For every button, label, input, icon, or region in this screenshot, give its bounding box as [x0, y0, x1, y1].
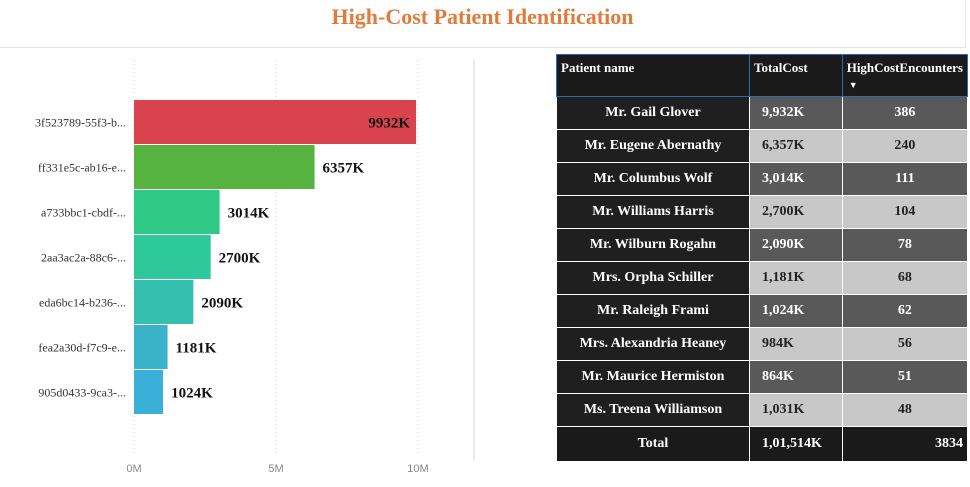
total-encounters: 3834 — [841, 426, 969, 462]
cell-patient-name: Mr. Eugene Abernathy — [556, 129, 750, 163]
table-row[interactable]: Mrs. Orpha Schiller 1,181K 68 — [556, 261, 969, 295]
category-label: 905d0433-9ca3-... — [38, 386, 126, 400]
cell-total-cost: 9,932K — [748, 96, 843, 130]
bar[interactable] — [134, 235, 211, 279]
cell-patient-name: Mr. Gail Glover — [556, 96, 750, 130]
sort-desc-icon: ▼ — [848, 80, 858, 90]
table-body: Mr. Gail Glover 9,932K 386 Mr. Eugene Abern… — [556, 96, 969, 427]
bar[interactable] — [134, 280, 194, 324]
cell-patient-name: Mr. Columbus Wolf — [556, 162, 750, 196]
header-total-cost[interactable]: TotalCost — [748, 54, 843, 97]
table-row[interactable]: Mrs. Alexandria Heaney 984K 56 — [556, 327, 969, 361]
bar[interactable] — [134, 370, 164, 414]
category-label: ff331e5c-ab16-e... — [38, 161, 126, 175]
table-row[interactable]: Mr. Eugene Abernathy 6,357K 240 — [556, 129, 969, 163]
table-row[interactable]: Mr. Columbus Wolf 3,014K 111 — [556, 162, 969, 196]
cell-high-cost-encounters: 48 — [841, 393, 969, 427]
cell-high-cost-encounters: 62 — [841, 294, 969, 328]
cell-total-cost: 2,700K — [748, 195, 843, 229]
table-row[interactable]: Mr. Gail Glover 9,932K 386 — [556, 96, 969, 130]
table-row[interactable]: Mr. Wilburn Rogahn 2,090K 78 — [556, 228, 969, 262]
chart-scrollbar[interactable] — [473, 60, 481, 460]
data-label: 1024K — [171, 386, 213, 402]
cell-patient-name: Mr. Williams Harris — [556, 195, 750, 229]
category-label: 3f523789-55f3-b... — [35, 116, 126, 130]
bar[interactable] — [134, 100, 417, 144]
header-high-cost-encounters-label: HighCostEncounters — [846, 60, 963, 75]
category-label: fea2a30d-f7c9-e... — [38, 341, 126, 355]
title-bar: High-Cost Patient Identification — [0, 0, 966, 48]
cell-high-cost-encounters: 56 — [841, 327, 969, 361]
cell-high-cost-encounters: 51 — [841, 360, 969, 394]
data-label: 6357K — [323, 161, 365, 177]
bar-chart[interactable]: 0M 5M 10M 3f523789-55f3-b... 9932K ff331e5c-a… — [0, 48, 555, 487]
cell-high-cost-encounters: 104 — [841, 195, 969, 229]
table-row[interactable]: Mr. Raleigh Frami 1,024K 62 — [556, 294, 969, 328]
total-cost: 1,01,514K — [748, 426, 843, 462]
table-total-row: Total 1,01,514K 3834 — [556, 426, 969, 462]
cell-high-cost-encounters: 240 — [841, 129, 969, 163]
cell-total-cost: 1,024K — [748, 294, 843, 328]
category-label: a733bbc1-cbdf-... — [41, 206, 126, 220]
bar[interactable] — [134, 190, 220, 234]
x-tick-label: 10M — [407, 463, 428, 475]
bar[interactable] — [134, 325, 168, 369]
cell-patient-name: Mr. Maurice Hermiston — [556, 360, 750, 394]
cell-high-cost-encounters: 111 — [841, 162, 969, 196]
category-label: 2aa3ac2a-88c6-... — [41, 251, 126, 265]
data-label: 3014K — [228, 206, 270, 222]
cell-patient-name: Mrs. Alexandria Heaney — [556, 327, 750, 361]
category-label: eda6bc14-b236-... — [39, 296, 126, 310]
data-label: 1181K — [176, 341, 217, 357]
table-row[interactable]: Mr. Maurice Hermiston 864K 51 — [556, 360, 969, 394]
bar[interactable] — [134, 145, 315, 189]
cell-high-cost-encounters: 78 — [841, 228, 969, 262]
cell-high-cost-encounters: 386 — [841, 96, 969, 130]
cell-total-cost: 984K — [748, 327, 843, 361]
table-row[interactable]: Ms. Treena Williamson 1,031K 48 — [556, 393, 969, 427]
cell-patient-name: Mr. Raleigh Frami — [556, 294, 750, 328]
cell-total-cost: 2,090K — [748, 228, 843, 262]
cell-patient-name: Ms. Treena Williamson — [556, 393, 750, 427]
table-row[interactable]: Mr. Williams Harris 2,700K 104 — [556, 195, 969, 229]
table-header-row: Patient name TotalCost HighCostEncounter… — [556, 54, 969, 97]
data-label: 2700K — [219, 251, 261, 267]
cell-total-cost: 864K — [748, 360, 843, 394]
total-label: Total — [556, 426, 750, 462]
page-title: High-Cost Patient Identification — [331, 4, 634, 29]
cell-patient-name: Mrs. Orpha Schiller — [556, 261, 750, 295]
cell-total-cost: 6,357K — [748, 129, 843, 163]
header-high-cost-encounters[interactable]: HighCostEncounters ▼ — [841, 54, 969, 97]
cell-total-cost: 1,031K — [748, 393, 843, 427]
cell-patient-name: Mr. Wilburn Rogahn — [556, 228, 750, 262]
cell-high-cost-encounters: 68 — [841, 261, 969, 295]
cell-total-cost: 3,014K — [748, 162, 843, 196]
cell-total-cost: 1,181K — [748, 261, 843, 295]
x-tick-label: 5M — [268, 463, 283, 475]
patient-table: Patient name TotalCost HighCostEncounter… — [556, 54, 969, 462]
header-patient-name[interactable]: Patient name — [556, 54, 750, 97]
data-label: 2090K — [201, 296, 243, 312]
x-tick-label: 0M — [126, 463, 141, 475]
data-label: 9932K — [368, 116, 410, 132]
